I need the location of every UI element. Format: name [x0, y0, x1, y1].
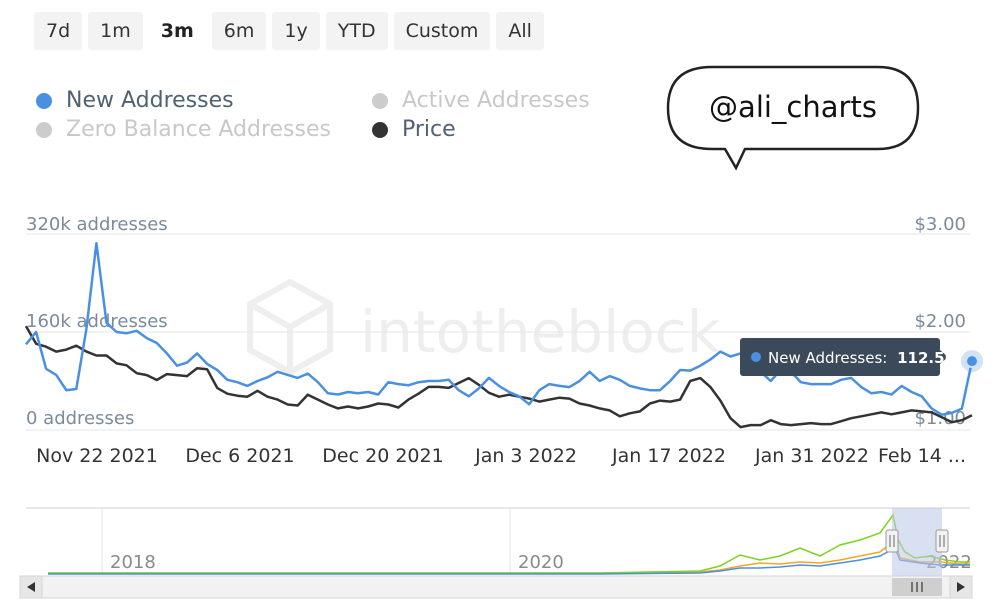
x-tick-label: Feb 14 ... — [878, 445, 966, 467]
watermark: intotheblock — [247, 278, 721, 376]
legend-label: Active Addresses — [402, 88, 590, 113]
legend-item-price[interactable]: Price — [372, 117, 456, 142]
legend-label: Price — [402, 117, 456, 142]
range-selector: 7d 1m 3m 6m 1y YTD Custom All — [34, 12, 544, 50]
watermark-logo-line — [248, 301, 332, 331]
legend-dot-icon — [372, 121, 388, 138]
hover-point-marker[interactable] — [965, 354, 979, 369]
legend-item-active-addresses[interactable]: Active Addresses — [372, 88, 590, 113]
handle-box — [935, 529, 949, 553]
watermark-logo-icon — [247, 278, 333, 376]
y-tick-label: 160k addresses — [26, 311, 168, 332]
range-button-7d[interactable]: 7d — [34, 12, 83, 50]
range-button-ytd[interactable]: YTD — [325, 12, 388, 50]
callout-text: @ali_charts — [709, 90, 877, 124]
navigator: 2018 2020 2022 — [26, 507, 972, 576]
range-button-6m[interactable]: 6m — [211, 12, 267, 50]
navigator-series-orange — [48, 538, 970, 574]
x-tick-label: Dec 6 2021 — [185, 445, 294, 467]
tooltip-text: New Addresses: 112.5k — [768, 349, 956, 367]
hover-point-halo — [961, 350, 983, 373]
legend-dot-icon — [36, 92, 52, 109]
legend-dot-icon — [372, 92, 388, 109]
handle-box — [885, 529, 899, 553]
navigator-label: 2020 — [518, 552, 564, 573]
x-tick-label: Jan 31 2022 — [754, 445, 869, 467]
arrow-right-icon — [957, 582, 965, 592]
y-tick-label: $2.00 — [914, 311, 966, 332]
legend-item-zero-balance-addresses[interactable]: Zero Balance Addresses — [36, 117, 331, 142]
y-tick-label: 320k addresses — [26, 214, 168, 235]
callout-bubble: @ali_charts — [666, 65, 920, 171]
grid — [26, 233, 970, 431]
navigator-left-handle[interactable] — [885, 529, 899, 553]
tooltip-dot-icon — [751, 352, 761, 362]
tooltip: New Addresses: 112.5k — [740, 338, 956, 376]
x-tick-label: Jan 3 2022 — [474, 445, 577, 467]
navigator-right-handle[interactable] — [935, 529, 949, 553]
navigator-selection[interactable] — [892, 508, 942, 576]
series-line-new-addresses — [25, 241, 974, 416]
callout-shape — [666, 65, 920, 171]
range-button-3m[interactable]: 3m — [148, 12, 206, 50]
range-button-custom[interactable]: Custom — [393, 12, 491, 50]
tooltip-label: New Addresses: — [768, 349, 887, 367]
range-button-1m[interactable]: 1m — [88, 12, 143, 50]
scrollbar-track[interactable] — [19, 575, 973, 599]
navigator-label: 2018 — [110, 552, 156, 573]
tooltip-value: 112.5k — [897, 349, 955, 367]
y-tick-label: 0 addresses — [26, 408, 134, 429]
x-tick-label: Jan 17 2022 — [611, 445, 726, 467]
legend-label: Zero Balance Addresses — [66, 117, 331, 142]
y-tick-label: $3.00 — [914, 214, 966, 235]
range-button-all[interactable]: All — [496, 12, 544, 50]
legend-item-new-addresses[interactable]: New Addresses — [36, 88, 234, 113]
x-tick-label: Dec 20 2021 — [322, 445, 443, 467]
series-line-price — [24, 325, 973, 429]
legend-dot-icon — [36, 121, 52, 138]
tooltip-arrow — [940, 350, 948, 364]
legend-label: New Addresses — [66, 88, 234, 113]
arrow-left-icon — [27, 582, 35, 592]
scrollbar — [19, 575, 973, 599]
range-button-1y[interactable]: 1y — [272, 12, 320, 50]
x-tick-label: Nov 22 2021 — [36, 445, 158, 467]
y-axis-left: 0 addresses 160k addresses 320k addresse… — [26, 214, 168, 429]
tooltip-box — [740, 338, 940, 376]
x-axis: Nov 22 2021 Dec 6 2021 Dec 20 2021 Jan 3… — [36, 445, 966, 467]
